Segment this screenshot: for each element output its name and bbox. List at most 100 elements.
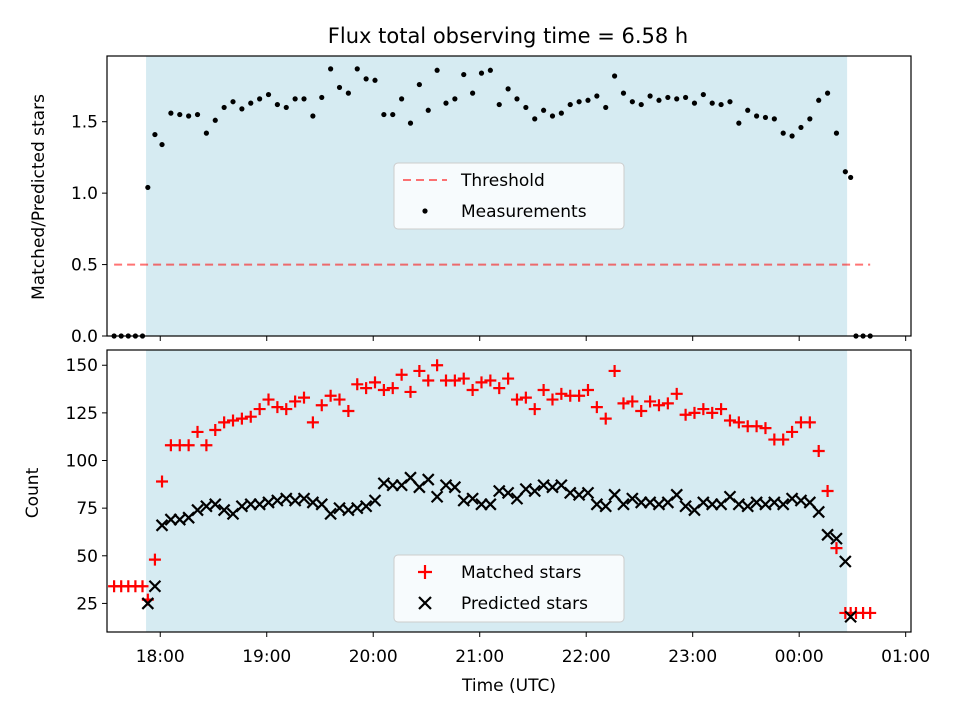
x-tick-label: 18:00 [136, 647, 185, 667]
top-legend-box [393, 162, 625, 230]
matched-star-point [528, 403, 541, 416]
measurement-point [541, 107, 547, 113]
top-y-tick-label: 1.0 [71, 184, 98, 204]
matched-star-point [475, 376, 488, 389]
x-axis-label: Time (UTC) [461, 676, 556, 696]
measurement-point [230, 99, 236, 105]
measurement-point [753, 113, 760, 119]
matched-star-point [786, 425, 799, 438]
legend-matched-swatch [418, 565, 432, 579]
measurement-point [257, 96, 263, 102]
matched-star-point [635, 404, 648, 417]
measurement-point [274, 101, 280, 108]
matched-star-point [581, 384, 594, 397]
matched-star-point [599, 412, 612, 425]
matched-star-point [537, 384, 550, 397]
predicted-star-point [844, 610, 857, 624]
measurement-point [434, 67, 440, 73]
matched-star-point [298, 391, 311, 404]
matched-star-point [555, 387, 568, 400]
predicted-star-point [528, 484, 542, 498]
measurement-point [470, 90, 476, 96]
measurement-point [292, 96, 298, 102]
bottom-plot-frame [106, 349, 912, 633]
measurement-point [745, 107, 751, 113]
measurement-point [212, 117, 218, 123]
predicted-star-point [670, 488, 683, 502]
measurement-point [691, 100, 698, 106]
matched-star-point [670, 387, 683, 400]
x-tick-label: 21:00 [455, 647, 504, 667]
matched-star-point [750, 420, 763, 433]
measurement-point [248, 100, 254, 106]
top-measurements [111, 66, 873, 339]
matched-star-point [812, 444, 825, 457]
measurement-point [807, 116, 813, 122]
matched-star-point [342, 404, 355, 417]
matched-star-point [289, 395, 302, 408]
predicted-star-point [359, 499, 373, 513]
x-tick-label: 01:00 [881, 647, 930, 667]
measurement-point [399, 96, 405, 102]
matched-star-point [777, 433, 790, 446]
matched-star-point [626, 395, 639, 408]
top-y-tick-label: 0.0 [71, 327, 98, 347]
measurement-point [487, 67, 493, 73]
measurement-point [168, 110, 174, 116]
measurement-point [496, 101, 502, 108]
matched-star-point [457, 372, 470, 385]
predicted-star-point [430, 490, 444, 503]
measurement-point [239, 106, 245, 112]
measurement-point [372, 77, 378, 83]
measurement-point [523, 104, 529, 111]
matched-star-point [688, 406, 701, 419]
measurement-point [310, 113, 316, 119]
bottom-legend: Matched stars Predicted stars [393, 554, 625, 623]
measurement-point [567, 101, 573, 108]
measurement-point [549, 113, 556, 119]
predicted-star-point [368, 494, 382, 507]
measurement-point [700, 91, 706, 98]
measurement-point [603, 104, 609, 111]
predicted-star-point [155, 519, 169, 532]
matched-star-point [706, 406, 719, 419]
matched-star-point [244, 410, 257, 423]
measurement-point [301, 96, 307, 102]
measurement-point [514, 96, 520, 102]
measurement-point [824, 90, 831, 96]
matched-star-point [413, 364, 426, 377]
legend-measurements-label: Measurements [461, 202, 587, 222]
measurement-point [789, 133, 795, 139]
matched-star-point [617, 397, 630, 410]
measurement-point [620, 90, 627, 96]
measurement-point [221, 104, 227, 111]
matched-star-point [864, 606, 877, 619]
measurement-point [381, 111, 387, 118]
measurement-point [177, 111, 183, 118]
predicted-star-point [324, 507, 337, 521]
measurement-point [194, 111, 201, 118]
matched-star-point [448, 374, 461, 387]
measurement-point [265, 91, 272, 98]
matched-star-point [218, 416, 231, 429]
measurement-point [798, 124, 804, 131]
matched-star-point [324, 389, 337, 402]
bottom-predicted-stars [141, 471, 857, 624]
legend-predicted-swatch [418, 596, 432, 610]
measurement-point [328, 66, 334, 72]
predicted-star-point [510, 492, 524, 505]
matched-star-point [519, 391, 532, 404]
measurement-point [186, 113, 192, 119]
top-y-tick-label: 1.5 [71, 113, 98, 133]
measurement-point [780, 130, 786, 136]
matched-star-point [148, 553, 161, 566]
matched-star-point [136, 580, 149, 593]
matched-star-point [200, 439, 213, 452]
measurement-point [833, 130, 840, 136]
matched-star-point [404, 385, 417, 398]
matched-star-point [191, 425, 204, 438]
measurement-point [443, 100, 449, 106]
predicted-star-point [803, 496, 817, 509]
x-tick-label: 20:00 [349, 647, 398, 667]
